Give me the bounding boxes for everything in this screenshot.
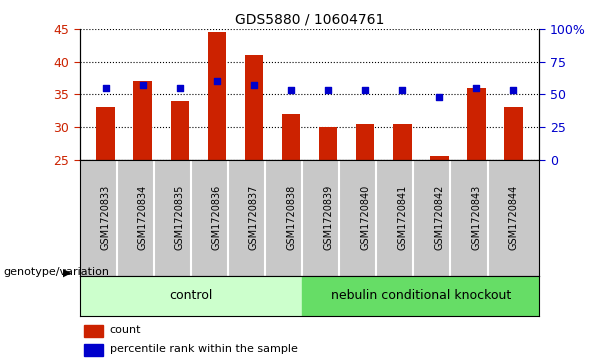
- Bar: [84, 344, 103, 356]
- Bar: [84, 325, 103, 337]
- Text: GSM1720838: GSM1720838: [286, 185, 296, 250]
- Point: [397, 87, 407, 93]
- Text: GSM1720841: GSM1720841: [397, 185, 407, 250]
- Text: GSM1720844: GSM1720844: [509, 185, 519, 250]
- Bar: [96, 107, 115, 160]
- Bar: [504, 107, 523, 160]
- Bar: [245, 55, 263, 160]
- Point: [101, 85, 110, 91]
- Point: [435, 94, 444, 100]
- Text: nebulin conditional knockout: nebulin conditional knockout: [330, 289, 511, 302]
- Bar: [467, 88, 485, 160]
- Point: [249, 82, 259, 88]
- Text: GSM1720843: GSM1720843: [471, 185, 481, 250]
- Text: GSM1720842: GSM1720842: [435, 185, 444, 250]
- Text: GSM1720836: GSM1720836: [212, 185, 222, 250]
- Point: [471, 85, 481, 91]
- Point: [323, 87, 333, 93]
- Text: genotype/variation: genotype/variation: [3, 267, 109, 277]
- Bar: [319, 127, 337, 160]
- Point: [286, 87, 296, 93]
- Point: [138, 82, 148, 88]
- Point: [360, 87, 370, 93]
- Text: percentile rank within the sample: percentile rank within the sample: [110, 344, 297, 354]
- Bar: [134, 81, 152, 160]
- Point: [212, 78, 222, 84]
- Bar: [282, 114, 300, 160]
- Text: GSM1720834: GSM1720834: [138, 185, 148, 250]
- Bar: [80, 276, 302, 316]
- Text: GSM1720837: GSM1720837: [249, 185, 259, 250]
- Text: GSM1720835: GSM1720835: [175, 185, 185, 250]
- Bar: [356, 124, 375, 160]
- Point: [175, 85, 185, 91]
- Text: ▶: ▶: [63, 267, 72, 277]
- Bar: [170, 101, 189, 160]
- Bar: [393, 124, 411, 160]
- Text: GSM1720840: GSM1720840: [360, 185, 370, 250]
- Text: GSM1720839: GSM1720839: [323, 185, 333, 250]
- Bar: [430, 156, 449, 160]
- Text: control: control: [169, 289, 213, 302]
- Text: count: count: [110, 325, 141, 335]
- Bar: [208, 32, 226, 160]
- Bar: [302, 276, 539, 316]
- Title: GDS5880 / 10604761: GDS5880 / 10604761: [235, 12, 384, 26]
- Text: GSM1720833: GSM1720833: [101, 185, 110, 250]
- Point: [509, 87, 519, 93]
